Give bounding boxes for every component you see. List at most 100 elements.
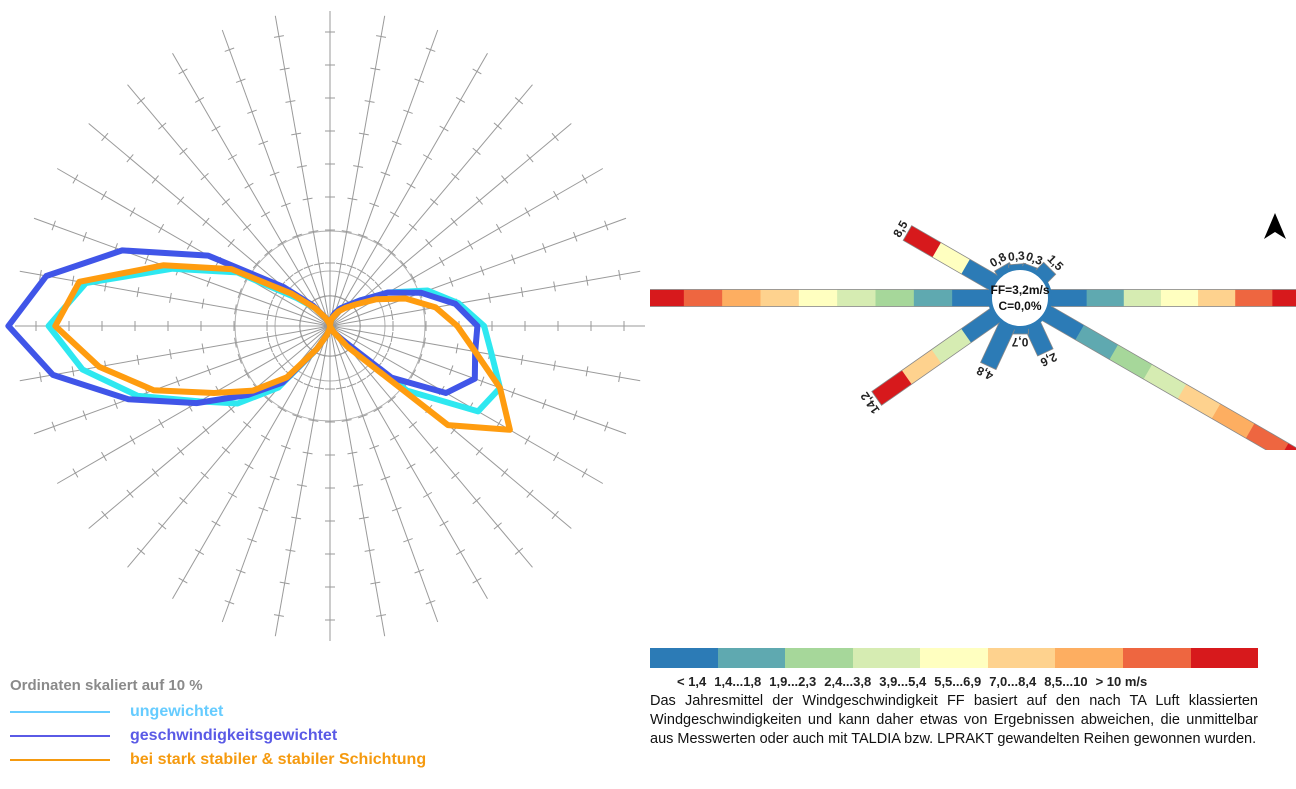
rose-seg: [1211, 403, 1255, 439]
tick: [247, 109, 257, 114]
tick: [269, 171, 280, 176]
tick: [234, 304, 237, 315]
rose-label-3: 0,3: [1007, 248, 1025, 263]
tick: [524, 207, 531, 217]
tick: [158, 223, 165, 234]
scale-label-8: > 10 m/s: [1095, 674, 1148, 689]
rose-seg: [903, 225, 941, 258]
tick: [179, 147, 188, 155]
tick: [387, 395, 396, 404]
rose-seg: [951, 289, 991, 307]
wind-rose-bars: 27,08,50,80,30,31,517,022,22,60,74,814,2: [650, 218, 1296, 450]
tick: [520, 354, 524, 365]
tick: [302, 451, 313, 455]
tick: [585, 275, 589, 286]
tick: [358, 516, 369, 520]
tick: [260, 434, 271, 441]
tick: [373, 406, 383, 413]
tick: [335, 386, 346, 390]
tick: [303, 383, 314, 388]
tick: [279, 581, 290, 585]
tick: [439, 520, 449, 527]
tick: [169, 349, 172, 360]
legend-item-geschwindigkeitsgewichtet: geschwindigkeitsgewichtet: [10, 724, 426, 748]
spoke-50: [329, 123, 572, 327]
tick: [272, 352, 279, 363]
tick: [357, 414, 368, 419]
tick: [472, 577, 482, 584]
tick: [234, 337, 237, 348]
tick: [356, 377, 367, 384]
rose-seg: [1086, 289, 1125, 307]
rose-annotation-0: FF=3,2m/s: [990, 283, 1049, 297]
tick: [158, 418, 165, 429]
tick: [429, 198, 439, 206]
tick: [449, 365, 454, 375]
tick: [206, 277, 211, 287]
tick: [581, 468, 588, 478]
tick: [266, 310, 270, 321]
tick: [224, 47, 235, 52]
tick: [380, 171, 391, 176]
tick: [227, 238, 235, 248]
tick: [357, 233, 368, 238]
tick: [422, 491, 433, 498]
tick: [403, 109, 413, 114]
tick: [425, 238, 433, 248]
rose-seg: [1198, 289, 1236, 307]
tick: [296, 165, 307, 168]
tick: [302, 197, 313, 201]
tick: [553, 360, 556, 371]
tick: [264, 395, 273, 404]
scale-swatch-4: [920, 648, 988, 668]
tick: [438, 256, 445, 267]
rose-seg: [871, 370, 912, 406]
tick: [293, 377, 304, 384]
north-arrow-icon: [1264, 213, 1286, 239]
tick: [376, 35, 387, 38]
rose-bar-11: 14,2: [857, 307, 1001, 417]
tick: [211, 125, 221, 132]
tick: [347, 451, 358, 455]
tick: [303, 264, 314, 269]
tick: [314, 386, 325, 390]
tick: [200, 173, 209, 181]
tick: [158, 522, 167, 530]
tick: [39, 269, 42, 280]
speed-color-scale: [650, 648, 1259, 668]
rose-bar-5: 1,5: [1034, 252, 1066, 284]
scale-swatch-6: [1055, 648, 1123, 668]
tick: [277, 406, 287, 413]
spoke-170: [329, 325, 386, 637]
tick: [285, 274, 294, 282]
tick: [243, 369, 250, 379]
spoke-340: [221, 29, 331, 327]
rose-seg: [960, 307, 1001, 343]
tick: [451, 173, 460, 181]
tick: [104, 281, 107, 292]
tick: [206, 365, 211, 375]
tick: [278, 362, 286, 371]
rose-seg: [875, 289, 914, 307]
spoke-190: [274, 325, 331, 637]
tick: [364, 100, 375, 103]
tick: [526, 154, 534, 163]
tick: [425, 600, 436, 605]
tick: [553, 190, 559, 201]
spoke-20: [329, 29, 439, 327]
rose-seg: [1160, 289, 1199, 307]
spoke-300: [56, 168, 331, 327]
tick: [553, 281, 556, 292]
rose-center-ring: [988, 266, 1052, 330]
tick: [369, 202, 379, 207]
rose-label-10: 4,8: [974, 363, 995, 383]
tick: [82, 231, 87, 242]
tick: [113, 399, 118, 409]
tick: [244, 463, 254, 470]
tick: [235, 569, 246, 574]
rose-label-8: 2,6: [1038, 350, 1059, 370]
tick: [376, 614, 387, 617]
description-text: Das Jahresmittel der Windgeschwindigkeit…: [650, 693, 1258, 747]
rose-seg: [1075, 325, 1119, 360]
tick: [129, 435, 136, 445]
